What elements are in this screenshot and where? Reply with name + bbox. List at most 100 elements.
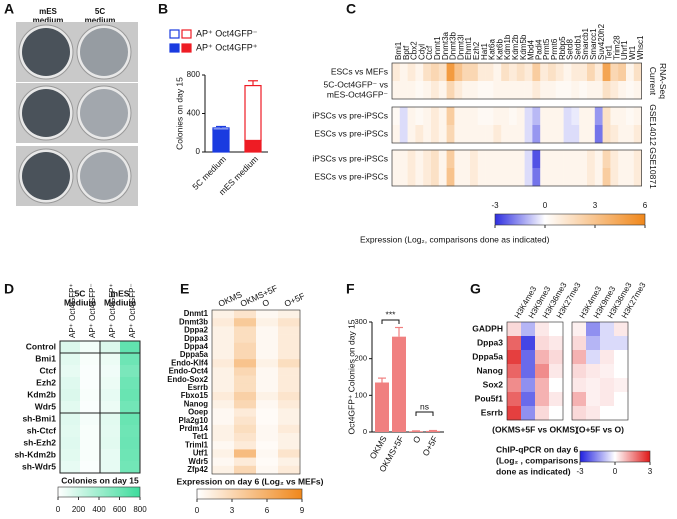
heatmap-cell xyxy=(549,350,564,365)
heatmap-cell xyxy=(212,310,235,319)
heatmap-cell xyxy=(256,318,279,327)
colorbar xyxy=(494,213,646,226)
heatmap-cell xyxy=(633,150,642,169)
heatmap-cell xyxy=(120,389,141,402)
heatmap-cell xyxy=(278,342,301,352)
column-label: Smarcc1 xyxy=(589,28,598,60)
row-label: iPSCs vs pre-iPSCs xyxy=(312,153,388,163)
heatmap-cell xyxy=(507,336,522,351)
heatmap-cell xyxy=(524,150,533,169)
heatmap-cell xyxy=(618,125,627,144)
heatmap-cell xyxy=(535,406,550,421)
heatmap-cell xyxy=(60,377,81,390)
heatmap-cell xyxy=(80,413,101,426)
y-tick-label: 0 xyxy=(196,147,201,156)
row-label: Utf1 xyxy=(193,449,209,458)
column-label: Kdm5b xyxy=(519,34,528,60)
heatmap-cell xyxy=(540,150,549,169)
heatmap-cell xyxy=(493,63,502,82)
group-label: RNA-Seq xyxy=(658,63,668,99)
heatmap-cell xyxy=(462,63,471,82)
heatmap-cell xyxy=(256,416,279,426)
heatmap-cell xyxy=(60,425,81,438)
heatmap-cell xyxy=(587,63,596,82)
heatmap-cell xyxy=(521,336,536,351)
heatmap-cell xyxy=(548,150,557,169)
heatmap-cell xyxy=(579,107,588,126)
heatmap-cell xyxy=(535,392,550,407)
y-tick-label: 200 xyxy=(354,354,367,363)
heatmap-cell xyxy=(549,392,564,407)
heatmap-cell xyxy=(256,392,279,401)
heatmap-cell xyxy=(438,168,447,187)
heatmap-cell xyxy=(399,125,408,144)
heatmap-cell xyxy=(586,392,601,407)
column-label: Kat6a xyxy=(488,39,497,60)
heatmap-cell xyxy=(501,150,510,169)
panel-letter: C xyxy=(346,1,356,17)
bar-segment xyxy=(244,84,262,142)
heatmap-cell xyxy=(234,433,257,442)
heatmap-cell xyxy=(234,375,257,385)
heatmap-cell xyxy=(521,350,536,365)
heatmap-cell xyxy=(415,168,424,187)
heatmap-cell xyxy=(234,400,257,409)
heatmap-cell xyxy=(212,351,235,360)
heatmap-cell xyxy=(234,408,257,417)
row-label: Dppa5a xyxy=(472,351,503,361)
heatmap-cell xyxy=(600,364,615,379)
heatmap-cell xyxy=(80,341,101,354)
heatmap-cell xyxy=(399,107,408,126)
heatmap-cell xyxy=(516,81,525,100)
heatmap-cell xyxy=(586,322,601,337)
heatmap-cell xyxy=(234,351,257,360)
heatmap-cell xyxy=(234,318,257,327)
heatmap-cell xyxy=(602,125,611,144)
colorbar-tick-label: 0 xyxy=(543,201,548,210)
heatmap-cell xyxy=(446,168,455,187)
heatmap-cell xyxy=(256,465,279,475)
heatmap-cell xyxy=(446,81,455,100)
heatmap-cell xyxy=(610,63,619,82)
heatmap-cell xyxy=(600,406,615,421)
heatmap-cell xyxy=(212,342,235,352)
heatmap-cell xyxy=(462,81,471,100)
heatmap-cell xyxy=(423,150,432,169)
heatmap-cell xyxy=(234,383,257,393)
bar xyxy=(375,382,389,432)
heatmap-cell xyxy=(563,107,572,126)
heatmap-cell xyxy=(120,377,141,390)
y-tick-label: 400 xyxy=(187,109,201,118)
heatmap-cell xyxy=(572,364,587,379)
heatmap-cell xyxy=(256,359,279,368)
heatmap-cell xyxy=(507,350,522,365)
heatmap-cell xyxy=(610,150,619,169)
heatmap-cell xyxy=(555,125,564,144)
bar-segment xyxy=(244,139,262,153)
y-tick-label: 100 xyxy=(354,390,367,399)
row-label: Pou5f1 xyxy=(475,393,504,403)
heatmap-cell xyxy=(549,364,564,379)
x-tick-label: O+5F xyxy=(420,434,439,458)
heatmap-cell xyxy=(120,353,141,366)
heatmap-cell xyxy=(212,359,235,368)
y-tick-label: 800 xyxy=(187,70,201,79)
column-label: Hat1 xyxy=(480,43,489,60)
heatmap-cell xyxy=(493,168,502,187)
heatmap-cell xyxy=(614,406,629,421)
heatmap-cell xyxy=(454,81,463,100)
heatmap-cell xyxy=(431,150,440,169)
heatmap-cell xyxy=(477,125,486,144)
row-label: Prdm14 xyxy=(179,424,208,433)
heatmap-cell xyxy=(540,107,549,126)
legend-swatch xyxy=(169,29,180,39)
heatmap-cell xyxy=(407,107,416,126)
heatmap-cell xyxy=(571,125,580,144)
colorbar xyxy=(57,486,141,498)
row-label: sh-Kdm2b xyxy=(14,449,56,459)
heatmap-cell xyxy=(602,81,611,100)
group-label: Current xyxy=(648,67,658,96)
heatmap-cell xyxy=(462,107,471,126)
heatmap-cell xyxy=(234,416,257,426)
heatmap-cell xyxy=(600,336,615,351)
